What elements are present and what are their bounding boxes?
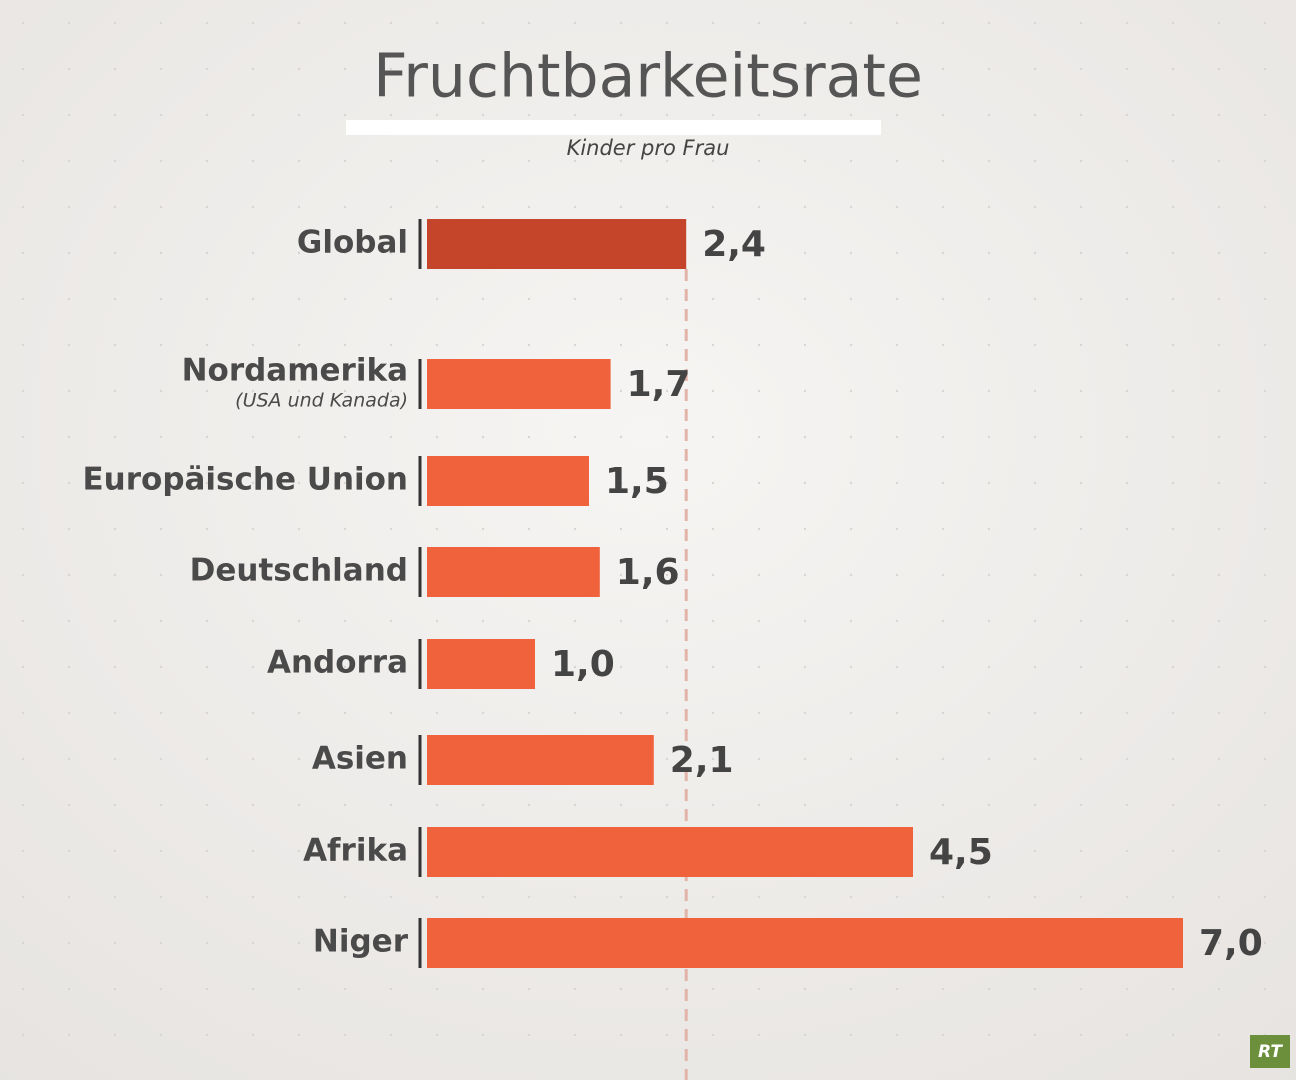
value-label: 1,7 <box>627 364 691 405</box>
subtitle: Kinder pro Frau <box>567 136 730 160</box>
bar <box>427 219 687 269</box>
bar <box>427 827 913 877</box>
category-label: Asien <box>312 741 408 777</box>
bar <box>427 639 535 689</box>
value-label: 1,6 <box>616 552 680 593</box>
value-label: 4,5 <box>929 832 993 873</box>
value-label: 2,4 <box>702 224 766 265</box>
category-label: Afrika <box>303 833 408 869</box>
bar <box>427 359 611 409</box>
value-label: 2,1 <box>670 740 734 781</box>
logo: RT <box>1258 1042 1283 1062</box>
bar <box>427 547 600 597</box>
category-label: Niger <box>313 924 409 960</box>
value-label: 1,5 <box>605 461 669 502</box>
category-label: Andorra <box>267 645 408 681</box>
category-label: Global <box>297 225 408 261</box>
value-label: 7,0 <box>1199 923 1263 964</box>
plot: Global 2,4 Nordamerika(USA und Kanada) 1,7 E… <box>82 219 1263 1080</box>
value-label: 1,0 <box>551 644 615 685</box>
title-underline <box>346 120 881 135</box>
logo-box <box>1250 1035 1290 1068</box>
category-label: Deutschland <box>190 553 408 589</box>
category-note: (USA und Kanada) <box>235 390 408 412</box>
bar <box>427 456 589 506</box>
category-label: Europäische Union <box>82 462 408 498</box>
bar <box>427 735 654 785</box>
category-label: Nordamerika <box>182 353 408 389</box>
bar <box>427 918 1183 968</box>
chart-title: Fruchtbarkeitsrate <box>373 42 923 112</box>
